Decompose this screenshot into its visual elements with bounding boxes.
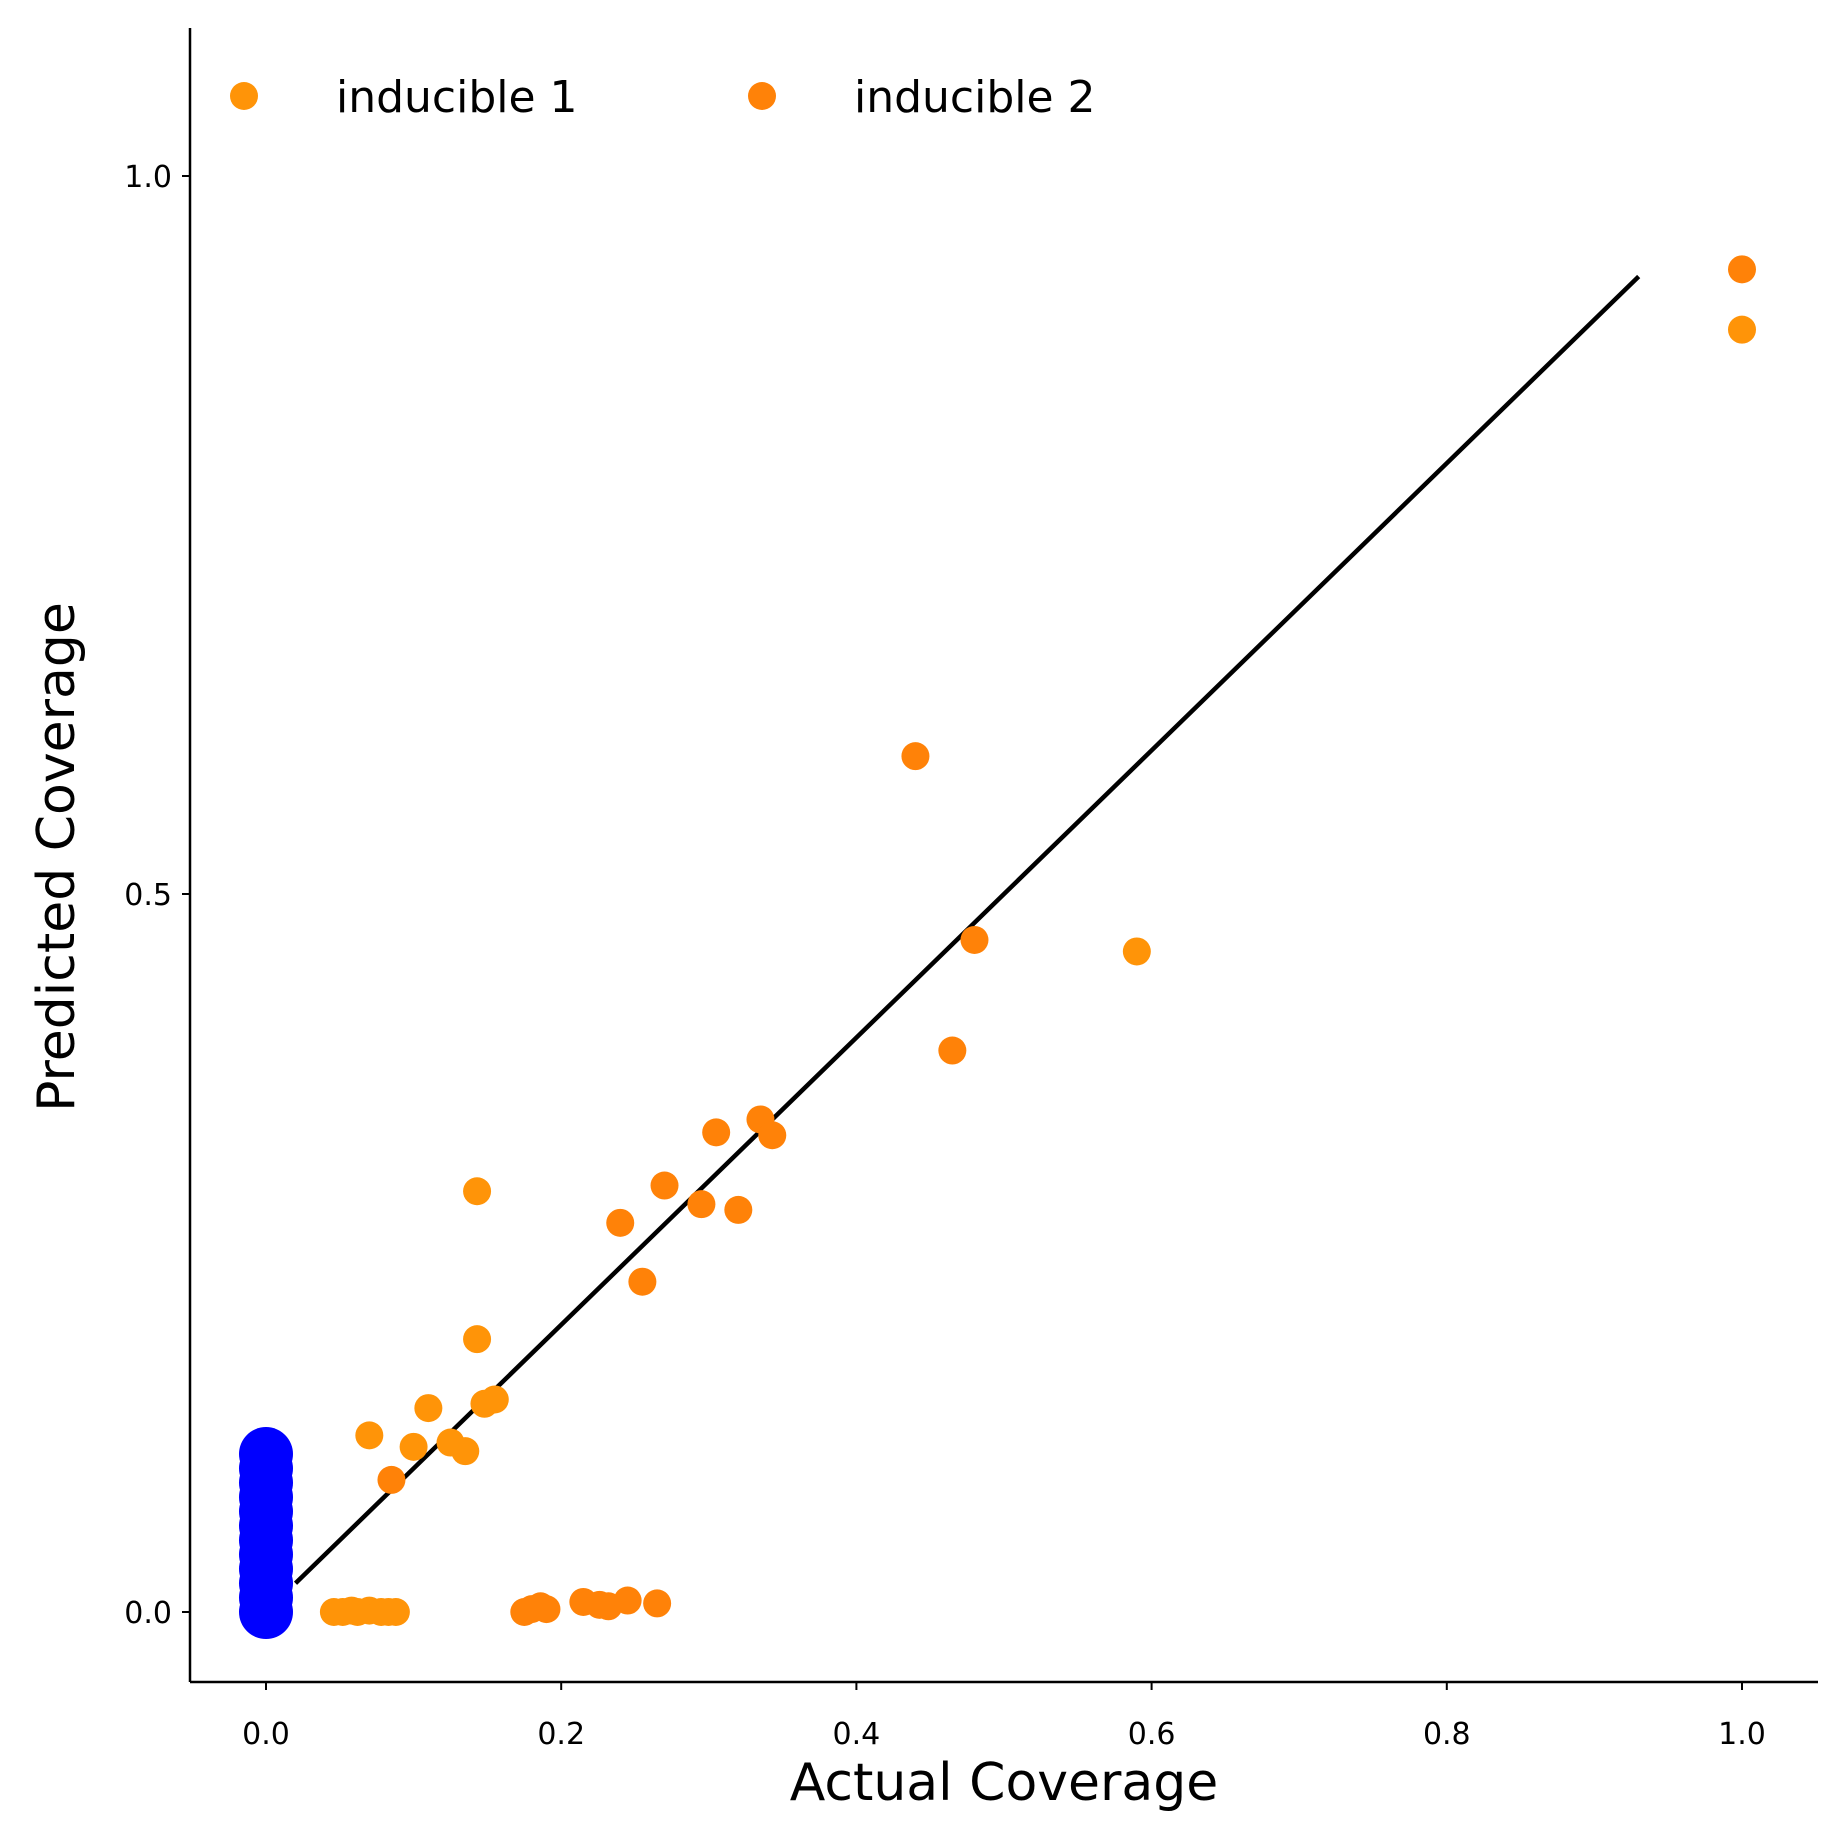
point-inducible-2-12	[650, 1171, 679, 1200]
x-tick-label-4: 0.8	[1423, 1717, 1471, 1752]
point-inducible-2-20	[960, 925, 989, 954]
point-baseline-11	[239, 1427, 293, 1482]
y-tick-label-0: 0.0	[124, 1596, 172, 1631]
point-inducible-1-10	[414, 1394, 443, 1423]
x-tick-label-0: 0.0	[242, 1717, 290, 1752]
point-inducible-2-21	[1728, 255, 1756, 284]
point-inducible-2-15	[724, 1195, 753, 1224]
point-inducible-2-14	[702, 1118, 731, 1147]
point-inducible-2-10	[606, 1208, 635, 1237]
point-inducible-2-19	[938, 1036, 967, 1065]
legend-marker-inducible-1	[230, 82, 258, 110]
x-tick-label-5: 1.0	[1718, 1717, 1766, 1752]
x-tick-label-1: 0.2	[537, 1717, 585, 1752]
point-inducible-2-13	[687, 1190, 716, 1219]
point-inducible-1-16	[463, 1177, 492, 1206]
point-inducible-2-17	[758, 1121, 787, 1150]
x-ticks: 0.0 0.2 0.4 0.6 0.8 1.0	[242, 1682, 1766, 1752]
y-tick-label-2: 1.0	[124, 160, 172, 195]
point-inducible-1-9	[399, 1432, 428, 1461]
legend: inducible 1 inducible 2	[230, 72, 1096, 123]
point-inducible-1-8	[355, 1421, 384, 1450]
point-inducible-2-18	[901, 742, 930, 771]
point-inducible-1-7	[381, 1598, 410, 1626]
y-ticks: 0.0 0.5 1.0	[124, 160, 190, 1631]
point-inducible-1-13	[463, 1325, 492, 1354]
point-inducible-2-11	[628, 1267, 657, 1296]
point-inducible-1-17	[1122, 937, 1151, 966]
x-axis-title: Actual Coverage	[790, 1753, 1219, 1813]
y-tick-label-1: 0.5	[124, 878, 172, 913]
point-inducible-2-7	[613, 1586, 642, 1615]
legend-marker-inducible-2	[748, 82, 776, 110]
point-inducible-2-9	[377, 1465, 406, 1494]
point-inducible-2-3	[532, 1595, 561, 1624]
point-inducible-1-18	[1728, 315, 1756, 344]
point-inducible-2-8	[643, 1589, 672, 1618]
legend-label-inducible-1: inducible 1	[336, 72, 578, 123]
y-axis-title: Predicted Coverage	[27, 602, 87, 1112]
legend-label-inducible-2: inducible 2	[854, 72, 1096, 123]
point-inducible-1-12	[451, 1437, 480, 1466]
points-layer	[239, 255, 1756, 1639]
point-inducible-1-15	[480, 1385, 509, 1414]
x-tick-label-3: 0.6	[1128, 1717, 1176, 1752]
x-tick-label-2: 0.4	[833, 1717, 881, 1752]
